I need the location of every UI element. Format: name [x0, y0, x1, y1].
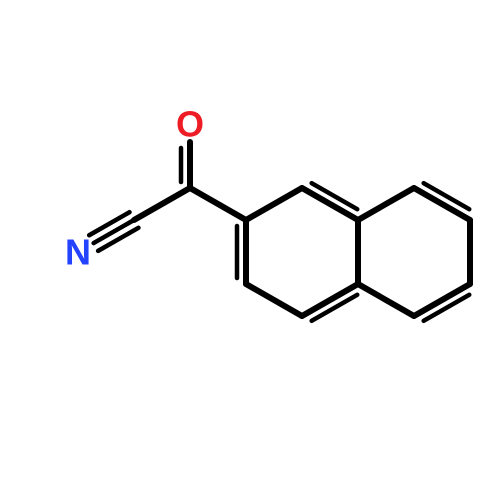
atom-o-label: O	[176, 104, 204, 145]
atom-labels: ON	[65, 104, 204, 273]
molecule-diagram: ON	[0, 0, 500, 500]
bonds	[89, 142, 470, 321]
atom-n-label: N	[65, 232, 91, 273]
